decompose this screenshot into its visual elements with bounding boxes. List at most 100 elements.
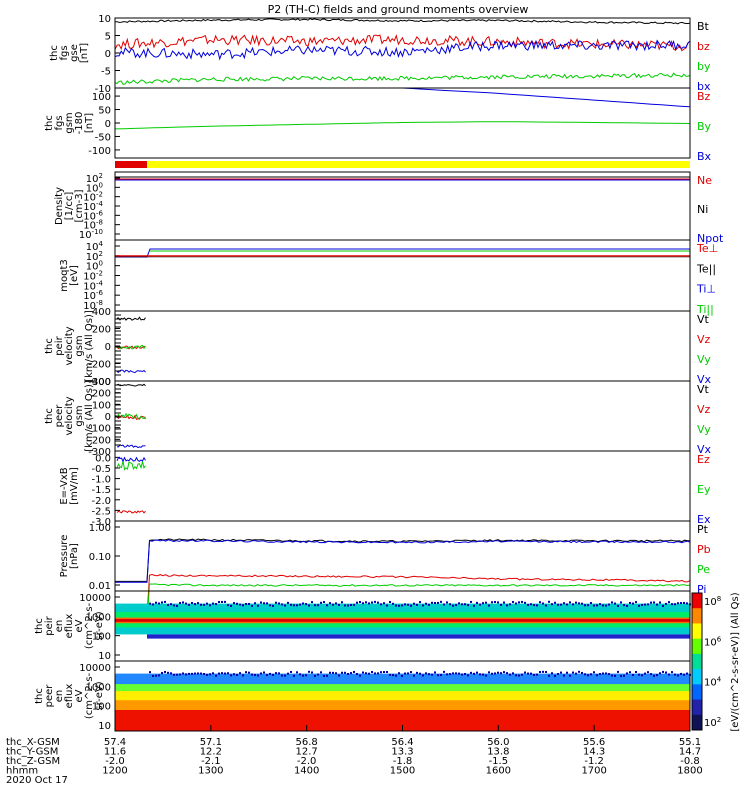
spectrogram-cell: [494, 600, 496, 603]
spectrogram-cell: [524, 601, 526, 604]
legend-Ey: Ey: [697, 483, 711, 496]
y-tick-label: -10: [95, 84, 111, 95]
series-Pb: [115, 573, 691, 618]
spectrogram-cell: [302, 674, 304, 677]
spectrogram-cell: [221, 600, 223, 603]
spectrogram-cell: [245, 671, 247, 674]
burst-series: [116, 460, 146, 471]
spectrogram-cell: [473, 604, 475, 607]
y-tick-label: -200: [88, 435, 111, 446]
spectrogram-cell: [446, 601, 448, 604]
spectrogram-band: [115, 673, 690, 686]
spectrogram-cell: [452, 604, 454, 607]
spectrogram-cell: [287, 672, 289, 675]
y-tick-label: 1.00: [89, 523, 111, 534]
x-row-label: thc_Y-GSM: [6, 747, 58, 758]
spectrogram-cell: [344, 671, 346, 674]
spectrogram-cell: [611, 601, 613, 604]
spectrogram-cell: [566, 603, 568, 606]
spectrogram-cell: [347, 604, 349, 607]
spectrogram-cell: [197, 672, 199, 675]
panel-pressure: Pressure[nPa] 1.00 0.10 0.01 Pt Pb Pe Pi: [59, 523, 711, 596]
panel-peir_vel: thcpeirvelocitygsm[km/s (All Qs)]400 200 0…: [44, 307, 712, 388]
legend-Vy: Vy: [697, 423, 711, 436]
panel-ylabel: thcfgsgse[nT]: [49, 43, 90, 63]
spectrogram-cell: [356, 601, 358, 604]
spectrogram-band: [147, 634, 690, 639]
spectrogram-cell: [629, 671, 631, 674]
y-tick-label: 1000: [86, 612, 111, 623]
spectrogram-cell: [164, 670, 166, 673]
spectrogram-cell: [161, 672, 163, 675]
burst-series: [116, 369, 146, 374]
spectrogram-cell: [311, 601, 313, 604]
spectrogram-cell: [272, 604, 274, 607]
spectrogram-cell: [335, 602, 337, 605]
spectrogram-cell: [509, 603, 511, 606]
legend-By: By: [697, 120, 712, 133]
spectrogram-cell: [248, 602, 250, 605]
spectrogram-cell: [320, 671, 322, 674]
y-tick-label: -2.5: [91, 506, 111, 517]
spectrogram-cell: [404, 672, 406, 675]
spectrogram-cell: [347, 672, 349, 675]
spectrogram-cell: [404, 603, 406, 606]
colorbar-segment: [692, 608, 702, 624]
colorbar-segment: [692, 638, 702, 655]
spectrogram-cell: [581, 671, 583, 674]
colorbar-tick-label: 102: [704, 716, 721, 729]
spectrogram-cell: [380, 603, 382, 606]
series-by: [114, 72, 691, 85]
legend-Vz: Vz: [697, 403, 711, 416]
spectrogram-cell: [185, 602, 187, 605]
x-tick-label: 56.8: [296, 737, 318, 748]
panel-fgs_gsm: thcfgsgsm-180[nT] 100 50 0 -50 -100 Bz By Bx: [44, 90, 712, 163]
panel-ylabel: moqt3[eV]: [59, 259, 80, 292]
spectrogram-cell: [638, 604, 640, 607]
spectrogram-cell: [512, 600, 514, 603]
spectrogram-cell: [614, 602, 616, 605]
spectrogram-cell: [479, 673, 481, 676]
spectrogram-cell: [605, 672, 607, 675]
spectrogram-cell: [302, 602, 304, 605]
colorbar-segment: [692, 593, 702, 609]
spectrogram-cell: [296, 604, 298, 607]
spectrogram-cell: [329, 671, 331, 674]
spectrogram-cell: [170, 603, 172, 606]
spectrogram-cell: [326, 604, 328, 607]
spectrogram-cell: [647, 671, 649, 674]
spectrogram-cell: [419, 672, 421, 675]
x-tick-label: 1300: [198, 766, 223, 777]
spectrogram-cell: [536, 604, 538, 607]
spectrogram-cell: [194, 603, 196, 606]
spectrogram-cell: [470, 600, 472, 603]
colorbar-tick-label: 108: [704, 595, 721, 608]
spectrogram: [115, 670, 691, 731]
panel-ylabel: thcpeirvelocitygsm[km/s (All Qs)]: [44, 310, 95, 382]
spectrogram-cell: [680, 672, 682, 675]
legend-Ne: Ne: [697, 174, 712, 187]
spectrogram-cell: [371, 601, 373, 604]
spectrogram-cell: [509, 673, 511, 676]
x-tick-label: 1200: [102, 766, 127, 777]
spectrogram-cell: [548, 600, 550, 603]
spectrogram-cell: [209, 604, 211, 607]
spectrogram-cell: [362, 602, 364, 605]
spectrogram-cell: [341, 601, 343, 604]
spectrogram-cell: [212, 602, 214, 605]
spectrogram-cell: [230, 604, 232, 607]
spectrogram-cell: [356, 673, 358, 676]
spectrogram-cell: [371, 671, 373, 674]
spectrogram-cell: [653, 601, 655, 604]
spectrogram-cell: [464, 603, 466, 606]
spectrogram-cell: [659, 672, 661, 675]
spectrogram-cell: [323, 601, 325, 604]
spectrogram-cell: [659, 601, 661, 604]
legend-by: by: [697, 60, 711, 73]
spectrogram-cell: [644, 603, 646, 606]
spectrogram-cell: [413, 602, 415, 605]
panel-frame: [114, 171, 691, 241]
spectrogram-cell: [233, 602, 235, 605]
spectrogram-cell: [506, 672, 508, 675]
panel-ylabel: E=-VxB[mV/m]: [59, 467, 80, 505]
